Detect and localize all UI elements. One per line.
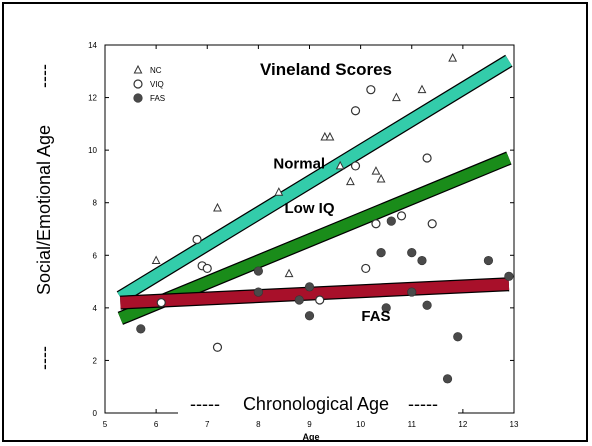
fas-point: [504, 271, 514, 281]
viq-point: [422, 153, 432, 163]
nc-point: [448, 53, 458, 62]
fas-point: [483, 255, 494, 266]
x-axis-overlay-label-group: ----- Chronological Age -----: [178, 390, 458, 416]
y-tick-label: 8: [93, 199, 98, 208]
trend-bands: [116, 54, 513, 325]
x-tick-label: 9: [307, 420, 312, 429]
x-axis-overlay-dashes-right: -----: [408, 394, 438, 414]
fas-trend-band: [120, 278, 510, 309]
fas-point: [304, 282, 315, 292]
legend-label: FAS: [150, 94, 165, 103]
viq-point: [202, 263, 212, 274]
fas-point: [253, 287, 263, 297]
fas-point: [442, 374, 453, 384]
fas-point: [386, 216, 396, 226]
legend-label: NC: [150, 66, 162, 75]
viq-point: [366, 85, 376, 95]
x-tick-label: 10: [356, 420, 365, 429]
fas-point: [407, 248, 417, 258]
nc-point: [151, 255, 161, 265]
legend: NC VIQ FAS: [133, 64, 165, 103]
fas-point: [453, 332, 463, 342]
normal-trend-band: [117, 55, 512, 303]
viq-point: [315, 295, 325, 305]
y-tick-label: 14: [88, 41, 97, 50]
x-tick-label: 5: [103, 420, 108, 429]
x-tick-label: 6: [154, 420, 159, 429]
fas-point: [133, 93, 143, 103]
nc-point: [133, 64, 143, 74]
fas-point: [136, 324, 146, 334]
y-tick-label: 2: [93, 356, 98, 365]
y-tick-label: 6: [93, 251, 98, 260]
legend-label: VIQ: [150, 80, 164, 89]
nc-point: [376, 173, 386, 183]
fas-point: [376, 248, 386, 258]
nc-point: [320, 131, 330, 141]
nc-point: [345, 176, 355, 186]
data-points: [136, 53, 514, 384]
viq-point: [192, 234, 202, 245]
fas-point: [381, 303, 391, 313]
y-axis-overlay-label-group: ---- Social/Emotional Age ----: [30, 45, 56, 375]
x-tick-label: 11: [408, 420, 417, 429]
nc-point: [335, 160, 345, 170]
y-axis-label: Social/Emotional Age: [34, 125, 54, 295]
nc-point: [325, 131, 335, 141]
low-iq-trend-band: [118, 152, 512, 324]
nc-point: [284, 268, 294, 278]
low-iq-band-label: Low IQ: [285, 200, 335, 217]
viq-point: [396, 211, 407, 221]
y-tick-label: 4: [93, 304, 98, 313]
viq-point: [427, 219, 437, 229]
viq-point: [361, 263, 371, 274]
fas-point: [253, 266, 263, 276]
y-tick-label: 0: [93, 409, 98, 418]
x-tick-label: 7: [205, 420, 210, 429]
fas-point: [407, 287, 417, 297]
chart-title: Vineland Scores: [260, 60, 392, 79]
y-tick-label: 10: [88, 146, 97, 155]
viq-point: [371, 219, 381, 229]
x-tick-label: 13: [510, 420, 519, 429]
fas-point: [417, 255, 427, 266]
viq-point: [350, 106, 361, 116]
viq-point: [212, 342, 223, 352]
x-axis-overlay-label: Chronological Age: [243, 394, 389, 414]
fas-point: [294, 295, 304, 305]
normal-band-label: Normal: [273, 156, 325, 173]
fas-band-label: FAS: [361, 308, 390, 325]
viq-point: [133, 79, 143, 89]
nc-point: [371, 166, 381, 175]
nc-point: [213, 202, 222, 212]
x-axis-label: Age: [302, 432, 319, 442]
nc-point: [391, 92, 401, 102]
viq-point: [350, 161, 361, 171]
fas-point: [304, 311, 315, 321]
viq-point: [156, 298, 166, 308]
y-tick-label: 12: [88, 94, 97, 103]
y-axis-overlay-dashes-left: ----: [34, 346, 54, 370]
y-axis-overlay-dashes-right: ----: [34, 64, 54, 88]
x-axis-overlay-dashes-left: -----: [190, 394, 220, 414]
chart-labels: Vineland Scores Age ----- Chronological …: [30, 45, 458, 442]
x-tick-label: 8: [256, 420, 261, 429]
x-tick-label: 12: [458, 420, 467, 429]
slide-frame: [2, 2, 588, 442]
fas-point: [422, 300, 432, 310]
nc-point: [274, 187, 284, 196]
nc-point: [417, 84, 427, 94]
